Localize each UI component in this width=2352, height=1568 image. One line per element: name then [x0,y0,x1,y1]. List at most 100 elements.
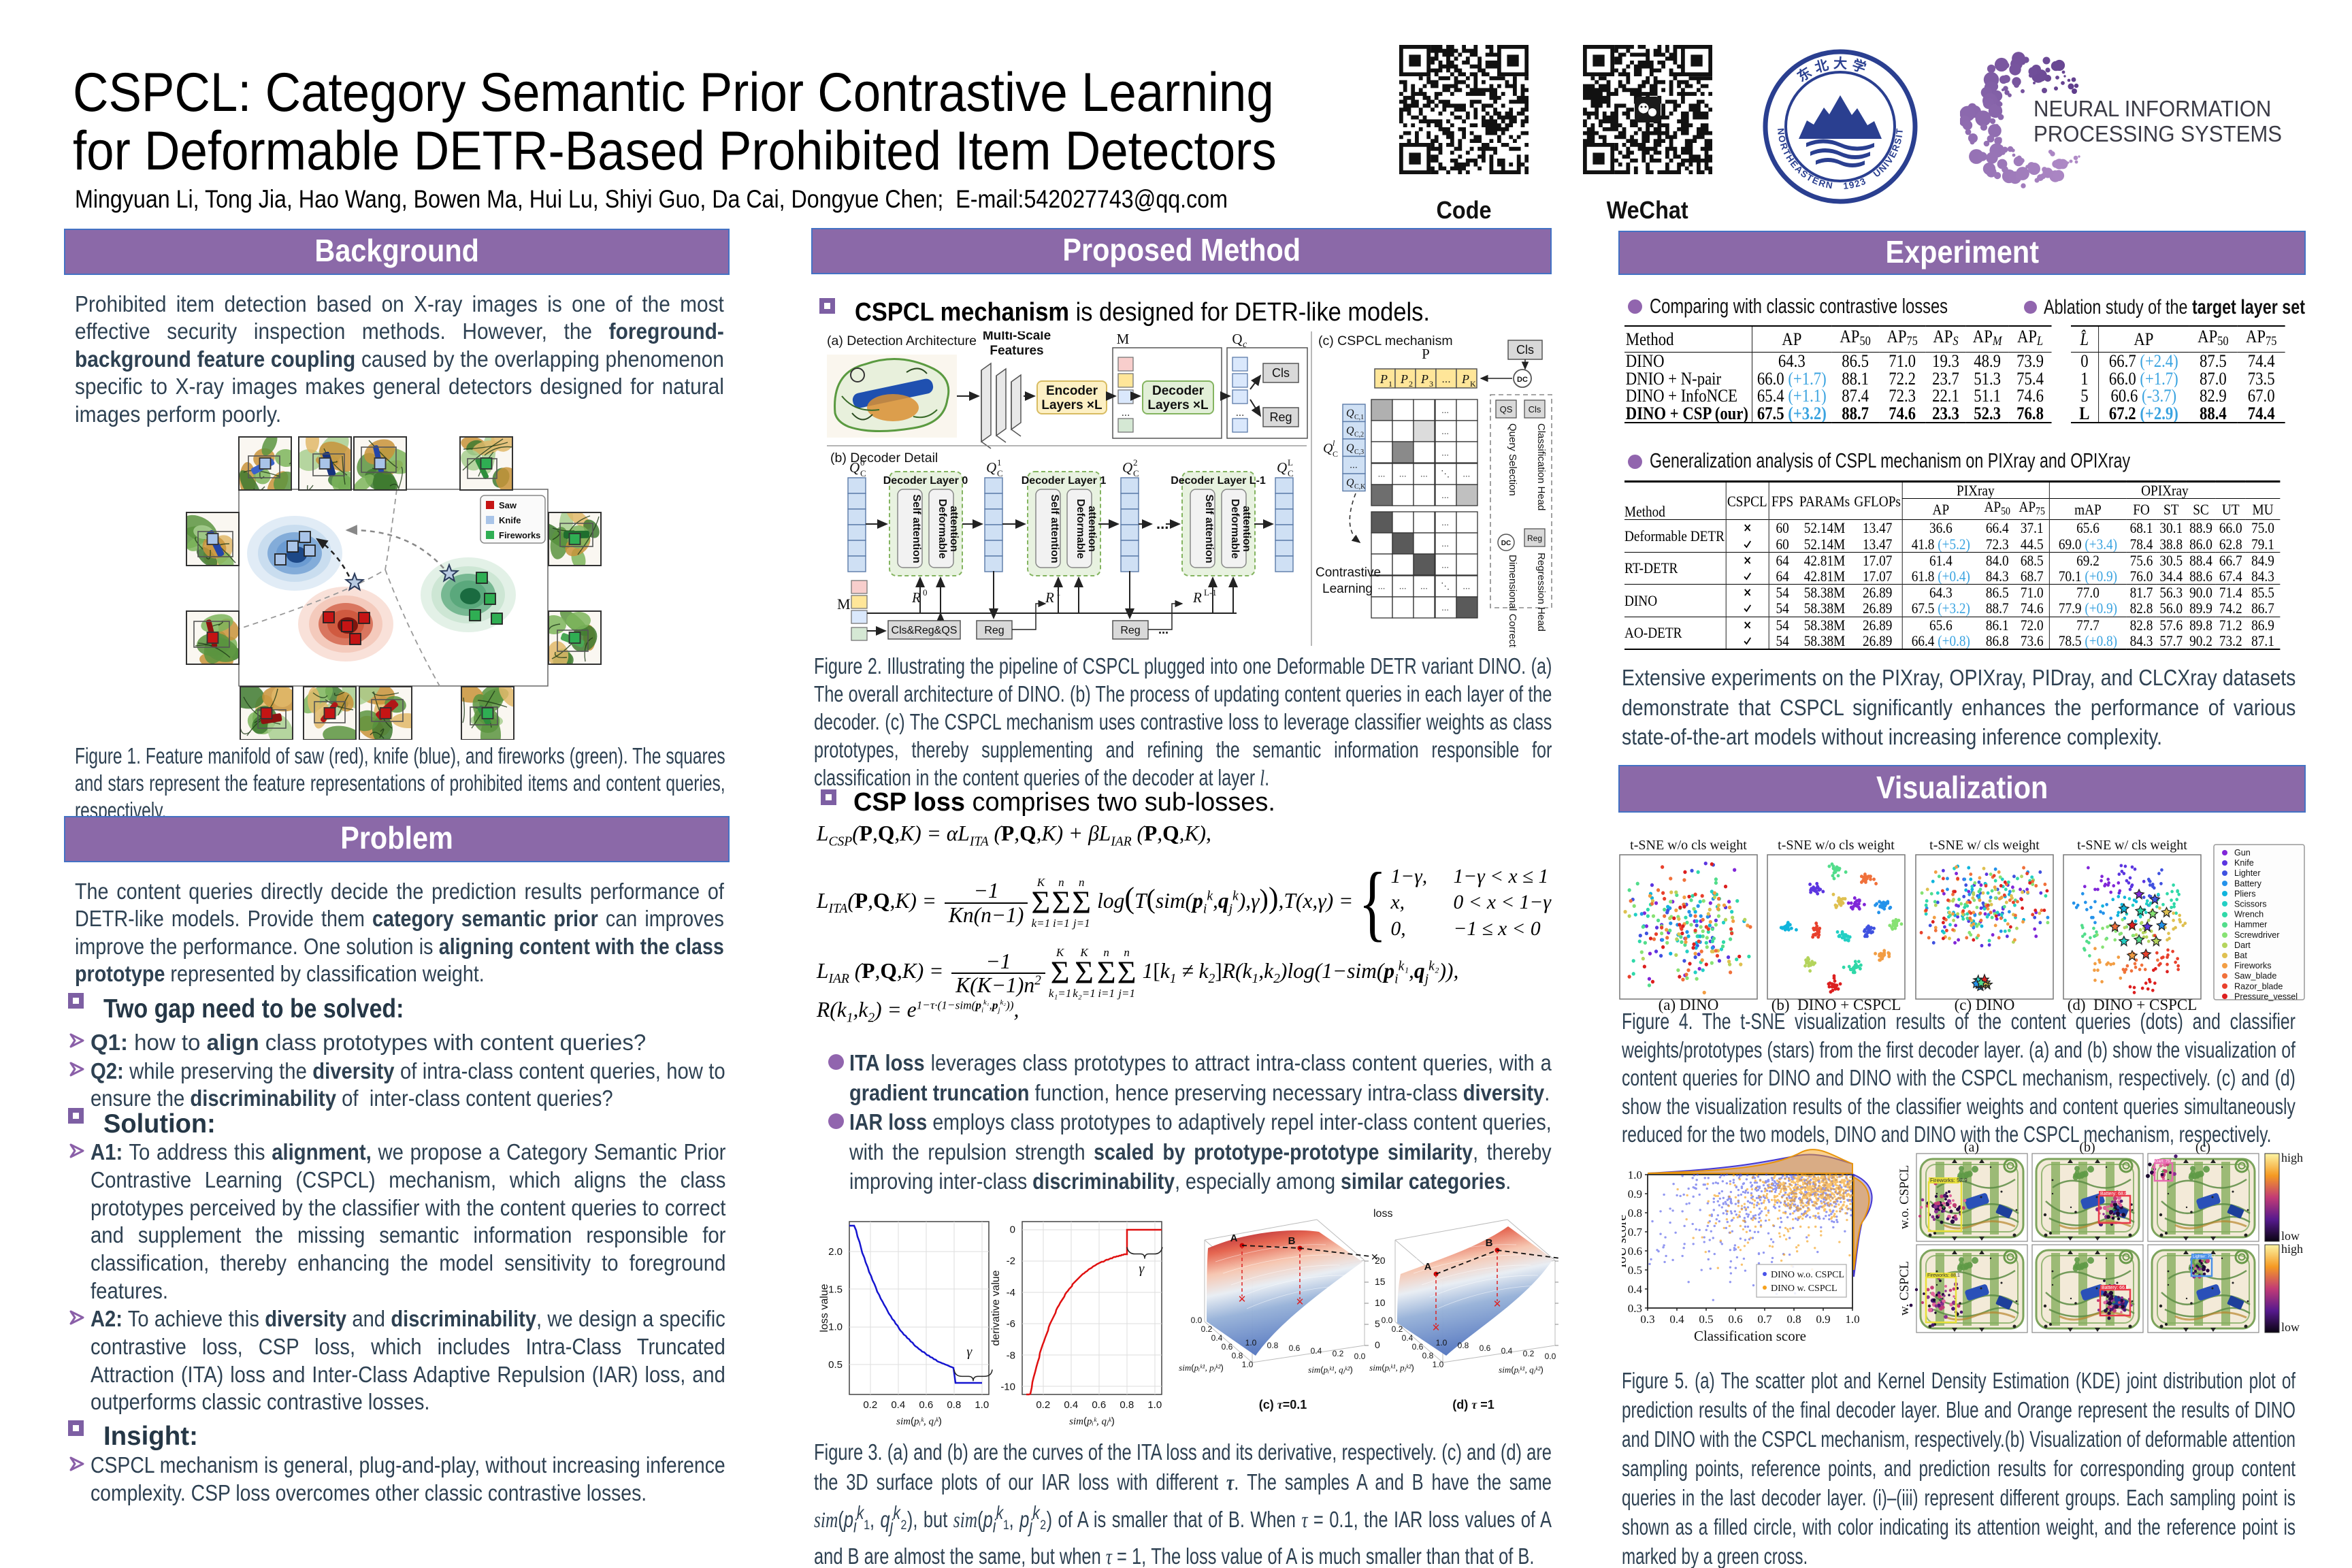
svg-text:0.4: 0.4 [1064,1399,1078,1411]
svg-text:Knife: Knife [499,515,521,525]
svg-text:M: M [837,595,851,612]
svg-text:Saw_blade: Saw_blade [2234,971,2276,981]
svg-text:2.0: 2.0 [828,1246,843,1258]
svg-text:Q: Q [1346,442,1354,454]
svg-text:Q: Q [1277,459,1287,476]
svg-text:-10: -10 [1000,1381,1015,1392]
svg-text:DINO w.o. CSPCL: DINO w.o. CSPCL [1771,1270,1844,1280]
svg-text:...: ... [1420,469,1428,479]
svg-text:Classification score: Classification score [1694,1328,1806,1344]
svg-text:...: ... [1441,374,1450,385]
svg-text:P: P [1379,372,1388,386]
svg-text:Multi-Scale: Multi-Scale [983,331,1051,343]
svg-text:Q: Q [986,459,996,476]
svg-text:0.2: 0.2 [863,1399,877,1411]
svg-text:low: low [2281,1320,2300,1334]
svg-text:C: C [997,468,1003,478]
svg-text:C,2: C,2 [1354,431,1364,439]
svg-text:B: B [1486,1237,1493,1249]
svg-text:0.0: 0.0 [1191,1316,1203,1325]
svg-text:Self attention: Self attention [1049,494,1060,563]
svg-text:0.8: 0.8 [947,1399,961,1411]
svg-text:t-SNE w/ cls weight: t-SNE w/ cls weight [2077,838,2187,853]
svg-text:sim(pᵢᵏ¹, qⱼᵏ²): sim(pᵢᵏ¹, qⱼᵏ²) [1499,1365,1544,1375]
svg-text:0.6: 0.6 [1480,1343,1491,1353]
svg-text:DC: DC [1501,540,1511,547]
svg-text:Classification Head: Classification Head [1535,423,1547,510]
svg-text:P: P [1420,372,1428,386]
svg-text:...: ... [1441,538,1449,549]
svg-text:t-SNE w/o cls weight: t-SNE w/o cls weight [1778,838,1895,853]
svg-text:Reg: Reg [1120,625,1140,636]
svg-text:Learning: Learning [1322,582,1373,596]
svg-text:1.0: 1.0 [975,1399,989,1411]
svg-text:+: + [1939,1296,1943,1304]
svg-text:Q: Q [1346,425,1354,437]
svg-text:high: high [2281,1242,2303,1256]
svg-text:(d) DINO + CSPCL: (d) DINO + CSPCL [2068,996,2198,1013]
svg-text:20: 20 [1375,1255,1386,1266]
svg-text:Dimensional Correction: Dimensional Correction [1507,555,1518,648]
svg-text:(a) Detection Architecture: (a) Detection Architecture [827,333,977,348]
svg-text:high: high [2281,1151,2303,1164]
svg-text:3: 3 [1429,379,1433,389]
svg-text:loss value: loss value [819,1284,830,1332]
svg-text:R: R [1192,589,1202,606]
svg-text:loss: loss [1373,1208,1392,1220]
svg-text:Cls: Cls [1516,343,1534,357]
svg-text:P: P [1400,372,1408,386]
svg-text:K: K [1470,379,1476,389]
svg-text:0.4: 0.4 [1628,1283,1643,1296]
svg-text:0.6: 0.6 [1728,1313,1742,1326]
svg-text:L: L [1288,457,1293,468]
svg-text:0.5: 0.5 [1699,1313,1713,1326]
svg-text:A: A [1230,1232,1238,1244]
svg-text:B: B [1288,1235,1296,1247]
svg-text:0.6: 0.6 [1628,1245,1642,1258]
svg-text:sim(pᵢᵏ¹, qⱼᵏ²): sim(pᵢᵏ¹, qⱼᵏ²) [1308,1365,1353,1375]
svg-text:0.2: 0.2 [1333,1349,1344,1358]
svg-text:...: ... [1236,407,1245,419]
svg-text:Features: Features [990,344,1043,358]
svg-text:Decoder: Decoder [1152,384,1205,398]
svg-text:(c) DINO: (c) DINO [1955,996,2015,1013]
svg-text:(a): (a) [1964,1140,1979,1155]
svg-text:Q: Q [849,459,860,476]
svg-text:0.9: 0.9 [1816,1313,1830,1326]
svg-text:C,1: C,1 [1354,414,1364,421]
svg-text:(d) τ =1: (d) τ =1 [1452,1398,1494,1411]
svg-text:Knife: Knife [2234,858,2254,868]
svg-text:γ: γ [1139,1262,1145,1277]
svg-text:0.5: 0.5 [1628,1264,1642,1277]
svg-text:1.0: 1.0 [1242,1360,1254,1369]
svg-text:Query Selection: Query Selection [1507,423,1518,496]
svg-text:γ: γ [966,1344,973,1359]
svg-text:Self attention: Self attention [911,494,922,563]
svg-text:C: C [1288,468,1294,478]
svg-text:...: ... [1441,426,1449,436]
svg-text:0.4: 0.4 [1211,1333,1223,1343]
svg-text:IoU score: IoU score [1622,1215,1629,1268]
svg-text:P: P [1461,372,1469,386]
svg-text:0.7: 0.7 [1628,1226,1643,1239]
svg-text:(c): (c) [2195,1140,2210,1155]
svg-text:0: 0 [923,587,928,598]
svg-text:✕: ✕ [1432,1322,1441,1334]
svg-text:Cls: Cls [1529,404,1541,414]
svg-text:Battery: 66.8: Battery: 66.8 [2102,1286,2129,1290]
svg-text:0.0: 0.0 [1545,1352,1556,1361]
svg-text:0.6: 0.6 [1412,1342,1424,1352]
svg-text:+: + [1942,1204,1946,1211]
svg-text:-2: -2 [1007,1256,1015,1267]
svg-text:R: R [911,589,921,606]
svg-text:1.0: 1.0 [1245,1338,1257,1348]
svg-text:Layers ×L: Layers ×L [1041,398,1102,412]
svg-text:Q: Q [1323,441,1333,456]
svg-text:-4: -4 [1007,1287,1015,1298]
svg-text:Lighter: 70.7: Lighter: 70.7 [2193,1255,2216,1259]
svg-text:0.3: 0.3 [1640,1313,1654,1326]
svg-text:Fireworks: Fireworks [499,530,540,540]
svg-text:-8: -8 [1007,1350,1015,1361]
svg-text:...: ... [1378,581,1386,591]
svg-text:Encoder: Encoder [1046,384,1098,398]
